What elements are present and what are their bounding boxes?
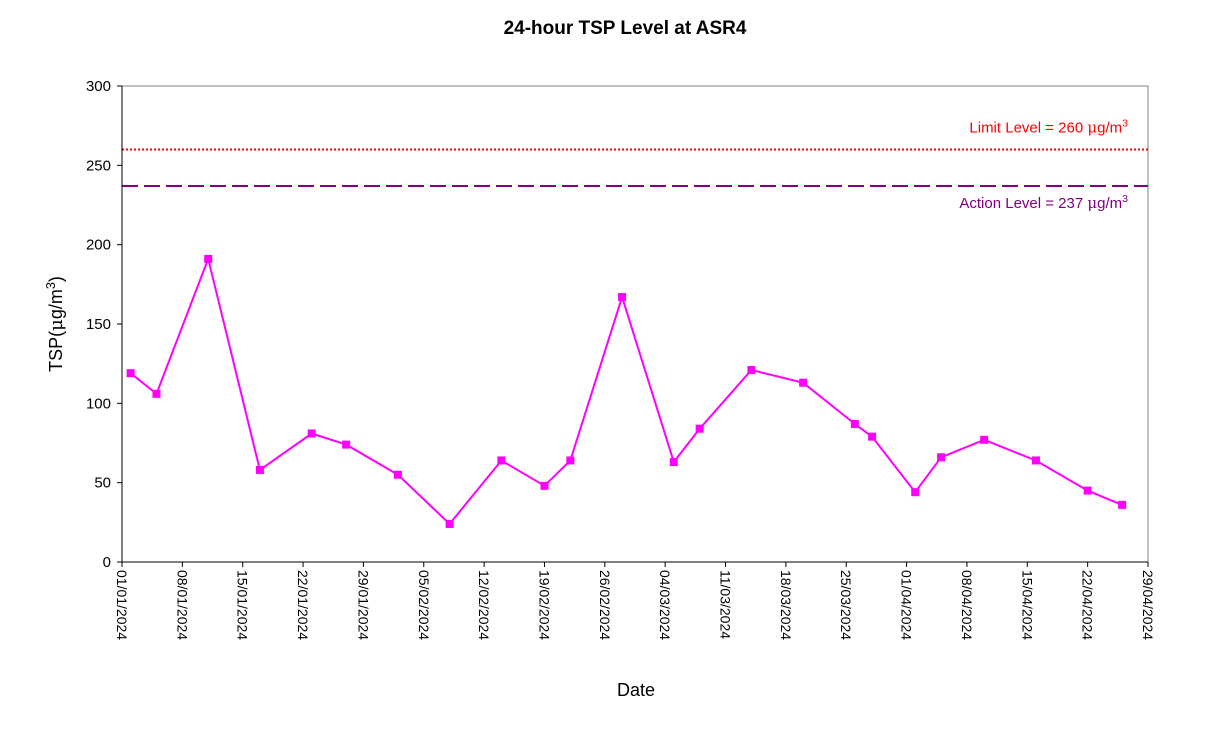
x-tick-label: 15/01/2024 [235, 570, 251, 640]
data-point-marker [204, 254, 213, 263]
x-tick-label: 29/04/2024 [1140, 570, 1156, 640]
x-tick-label: 19/02/2024 [536, 570, 552, 640]
y-tick-label: 250 [86, 157, 111, 174]
data-point-marker [799, 378, 808, 387]
data-point-marker [695, 424, 704, 433]
data-point-marker [307, 429, 316, 438]
x-tick-label: 26/02/2024 [597, 570, 613, 640]
x-tick-label: 08/01/2024 [174, 570, 190, 640]
data-point-marker [618, 293, 627, 302]
data-point-marker [669, 458, 678, 467]
x-tick-label: 22/04/2024 [1080, 570, 1096, 640]
x-tick-label: 29/01/2024 [355, 570, 371, 640]
data-point-marker [980, 435, 989, 444]
data-point-marker [1031, 456, 1040, 465]
limit-level-label: Limit Level = 260 μg/m3 [969, 117, 1128, 136]
x-axis: 01/01/2024 08/01/2024 15/01/2024 22/01/2024… [114, 561, 1156, 640]
series-line [129, 255, 1123, 526]
reference-lines: Limit Level = 260 μg/m3 Action Level = 23… [122, 117, 1148, 212]
x-axis-title: Date [617, 680, 655, 700]
y-axis-title: TSP(μg/m3) [44, 276, 67, 372]
x-tick-label: 25/03/2024 [838, 570, 854, 640]
data-point-marker [566, 456, 575, 465]
data-point-marker [747, 366, 756, 375]
y-tick-label: 0 [103, 554, 111, 571]
y-tick-label: 300 [86, 78, 111, 95]
chart-title: 24-hour TSP Level at ASR4 [504, 18, 747, 39]
series-layer [126, 254, 1127, 528]
data-point-marker [393, 470, 402, 479]
data-point-marker [255, 465, 264, 474]
y-tick-label: 100 [86, 395, 111, 412]
x-tick-label: 05/02/2024 [416, 570, 432, 640]
x-tick-label: 18/03/2024 [778, 570, 794, 640]
x-tick-label: 08/04/2024 [959, 570, 975, 640]
x-tick-label: 01/01/2024 [114, 570, 130, 640]
x-tick-label: 12/02/2024 [476, 570, 492, 640]
x-tick-label: 04/03/2024 [657, 570, 673, 640]
action-level-label: Action Level = 237 μg/m3 [959, 193, 1128, 212]
data-point-marker [911, 488, 920, 497]
data-point-marker [445, 519, 454, 528]
data-point-marker [126, 369, 135, 378]
y-tick-label: 200 [86, 237, 111, 254]
y-tick-label: 50 [94, 475, 111, 492]
data-point-marker [868, 432, 877, 441]
x-tick-label: 15/04/2024 [1019, 570, 1035, 640]
data-point-marker [1118, 500, 1127, 509]
data-point-marker [152, 389, 161, 398]
x-tick-label: 22/01/2024 [295, 570, 311, 640]
data-point-marker [497, 456, 506, 465]
y-axis: 0 50 100 150 200 250 300 [86, 78, 123, 571]
data-point-marker [540, 481, 549, 490]
y-tick-label: 150 [86, 316, 111, 333]
data-point-marker [850, 419, 859, 428]
data-point-marker [937, 453, 946, 462]
data-point-marker [1083, 486, 1092, 495]
x-tick-label: 11/03/2024 [718, 570, 734, 639]
plot-area-frame [121, 85, 1149, 563]
x-tick-label: 01/04/2024 [899, 570, 915, 640]
data-point-marker [342, 440, 351, 449]
